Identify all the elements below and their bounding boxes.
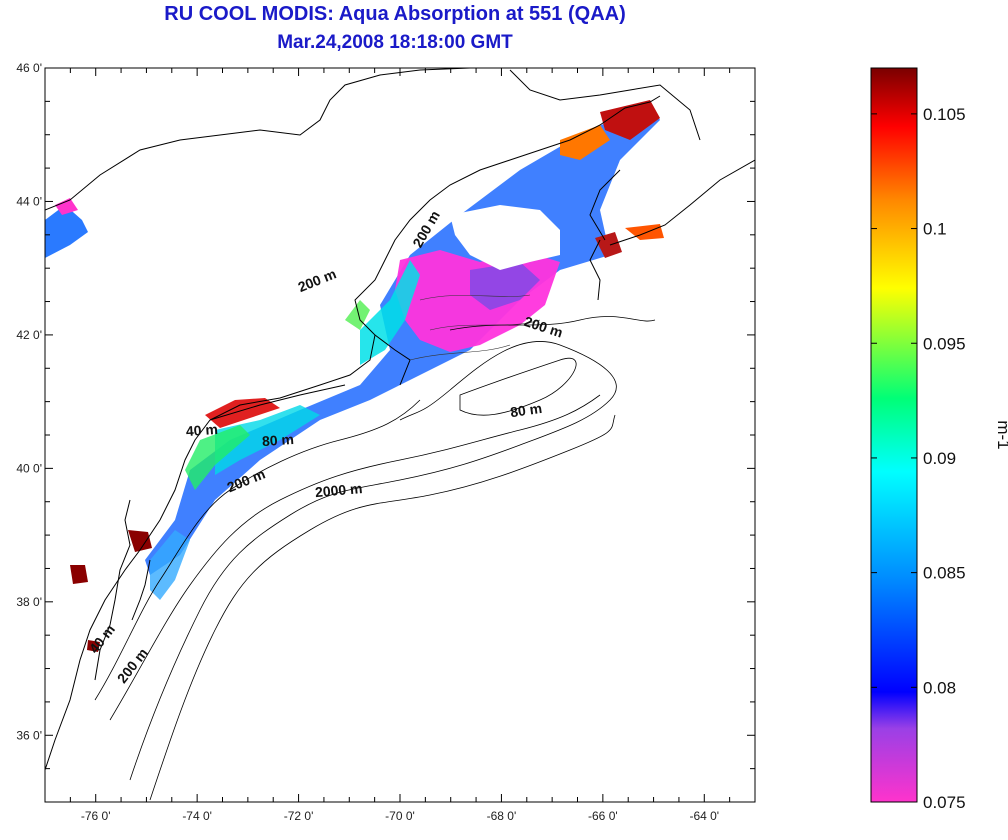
lat-tick-label: 42 0' bbox=[16, 328, 42, 342]
contour-label-2000m: 2000 m bbox=[314, 480, 363, 500]
cloud-gap bbox=[450, 205, 560, 270]
contour-label-200m-northeast-channel: 200 m bbox=[522, 313, 565, 340]
coastline-nova-scotia bbox=[609, 159, 755, 246]
absorption-ontario bbox=[45, 205, 88, 258]
contour-40m bbox=[94, 399, 421, 701]
lon-tick-label: -64 0' bbox=[689, 809, 719, 823]
map-ticks: -76 0' -74 0' -72 0' -70 0' -68 0' -66 0' -64 … bbox=[16, 61, 756, 823]
contour-gulf-basin bbox=[409, 294, 541, 361]
absorption-bay-high bbox=[70, 565, 88, 584]
absorption-violet-patch bbox=[470, 262, 540, 310]
lat-tick-label: 36 0' bbox=[16, 728, 42, 742]
contour-200m-gulf bbox=[449, 316, 656, 331]
absorption-high-coastal bbox=[595, 232, 622, 258]
contour-label-80m-georges: 80 m bbox=[509, 400, 543, 420]
colorbar-unit-label: m-1 bbox=[994, 420, 1008, 449]
lat-tick-label: 40 0' bbox=[16, 461, 42, 475]
contour-label-200m-gulf-west: 200 m bbox=[296, 265, 339, 295]
coastline-chesapeake bbox=[94, 499, 131, 681]
colorbar-tick-label: 0.105 bbox=[923, 105, 966, 124]
absorption-cyan-band bbox=[360, 260, 420, 365]
lon-tick-label: -74 0' bbox=[182, 809, 212, 823]
colorbar-tick-label: 0.095 bbox=[923, 334, 966, 353]
lon-tick-label: -76 0' bbox=[81, 809, 111, 823]
colorbar-tick-label: 0.09 bbox=[923, 449, 956, 468]
lat-tick-label: 38 0' bbox=[16, 595, 42, 609]
lat-tick-label: 44 0' bbox=[16, 194, 42, 208]
absorption-gulf-maine bbox=[395, 250, 560, 352]
colorbar-ticks: 0.105 0.1 0.095 0.09 0.085 0.08 0.075 bbox=[871, 105, 966, 812]
absorption-bay-high bbox=[128, 530, 152, 552]
colorbar-tick-label: 0.075 bbox=[923, 793, 966, 812]
contour-80m bbox=[109, 394, 601, 721]
lon-tick-label: -70 0' bbox=[385, 809, 415, 823]
absorption-high-coastal bbox=[625, 224, 664, 240]
absorption-swath bbox=[145, 102, 660, 575]
coastline-new-brunswick bbox=[589, 169, 621, 241]
absorption-field bbox=[45, 100, 664, 652]
map-area: 200 m 200 m 200 m 80 m 40 m 80 m 200 m 2… bbox=[45, 68, 755, 801]
coastline bbox=[589, 239, 601, 301]
coastline-st-lawrence bbox=[45, 68, 471, 211]
coastline-gaspe bbox=[509, 69, 701, 141]
contour-label-200m-virginia: 200 m bbox=[114, 645, 151, 686]
colorbar-tick-label: 0.08 bbox=[923, 678, 956, 697]
colorbar-frame bbox=[870, 67, 918, 803]
colorbar-tick-label: 0.085 bbox=[923, 564, 966, 583]
absorption-green-band bbox=[185, 425, 250, 490]
lat-tick-label: 46 0' bbox=[16, 61, 42, 75]
map-subtitle: Mar.24,2008 18:18:00 GMT bbox=[277, 32, 513, 53]
map-frame bbox=[44, 67, 756, 803]
lon-tick-label: -72 0' bbox=[284, 809, 314, 823]
absorption-bay-high bbox=[87, 640, 100, 652]
absorption-cyan-band bbox=[215, 405, 320, 475]
colorbar-gradient bbox=[871, 68, 917, 802]
absorption-green-band bbox=[345, 300, 370, 330]
absorption-ontario bbox=[55, 198, 78, 215]
contour-label-40m-long-island: 40 m bbox=[185, 421, 218, 439]
coastline-long-island bbox=[209, 384, 346, 421]
coastline-cape-cod bbox=[374, 334, 411, 386]
lon-tick-label: -66 0' bbox=[588, 809, 618, 823]
absorption-high-coastal bbox=[205, 398, 280, 428]
contour-200m bbox=[129, 340, 617, 781]
colorbar-tick-label: 0.1 bbox=[923, 220, 947, 239]
contour-2000m bbox=[149, 414, 616, 801]
map-title: RU COOL MODIS: Aqua Absorption at 551 (Q… bbox=[164, 3, 626, 25]
lon-tick-label: -68 0' bbox=[487, 809, 517, 823]
absorption-high-coastal bbox=[600, 100, 660, 140]
absorption-high-coastal bbox=[560, 125, 610, 160]
contour-label-80m-shelf: 80 m bbox=[261, 431, 294, 449]
contour-georges-bank bbox=[459, 357, 577, 416]
contour-label-40m-virginia: 40 m bbox=[86, 621, 118, 656]
coastline-delaware bbox=[131, 559, 151, 621]
